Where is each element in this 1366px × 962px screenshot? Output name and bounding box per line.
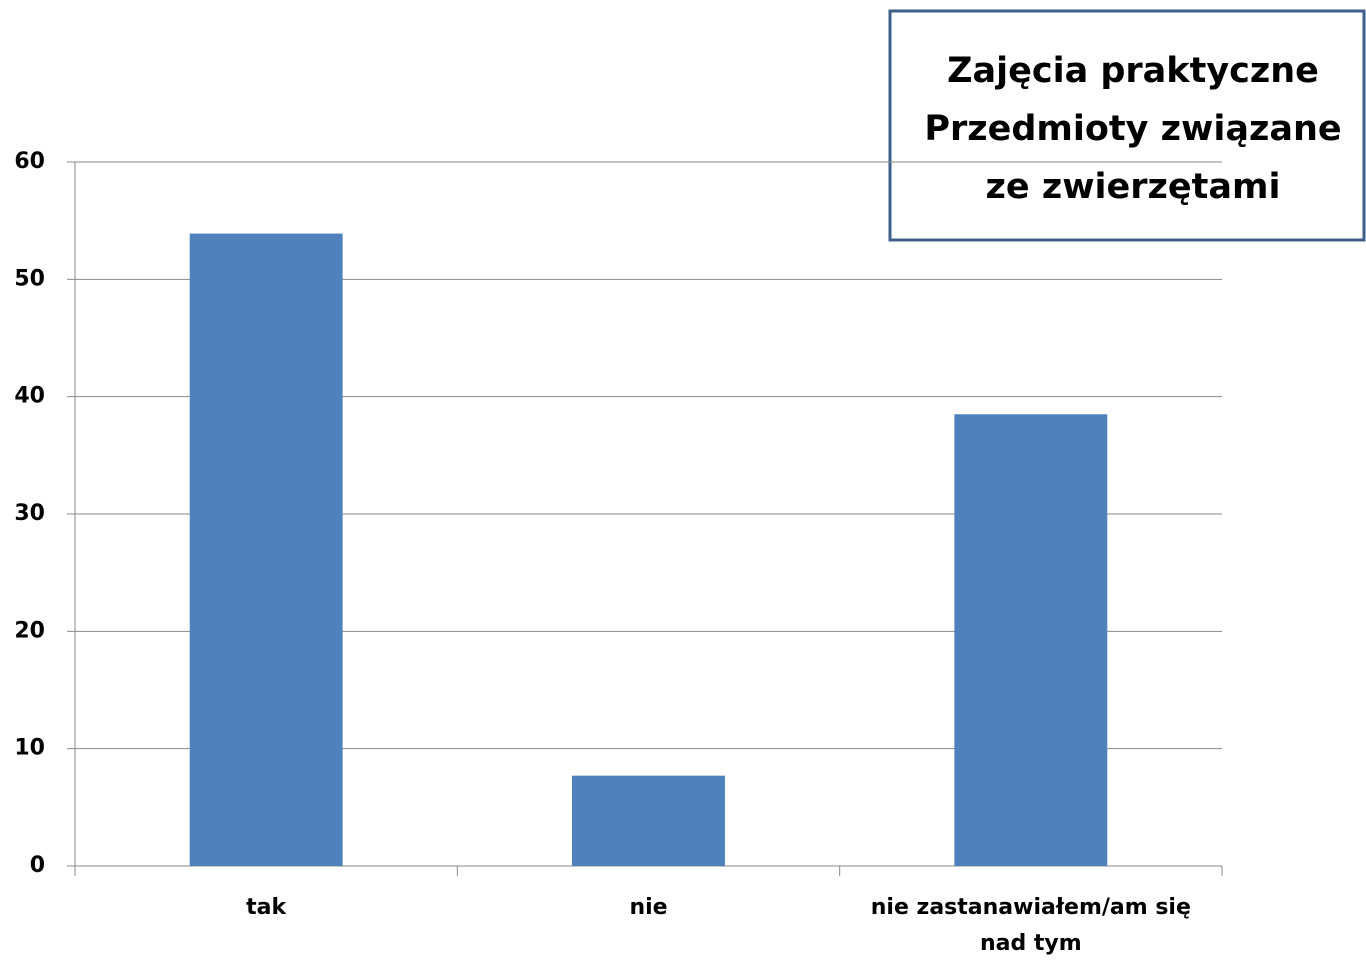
y-tick-label: 20 [14, 618, 45, 643]
y-tick-label: 0 [30, 853, 45, 878]
y-tick-label: 40 [14, 384, 45, 409]
y-tick-label: 60 [14, 149, 45, 174]
chart-title: ze zwierzętami [986, 167, 1281, 207]
y-tick-label: 10 [14, 736, 45, 761]
chart-title: Zajęcia praktyczne [947, 51, 1319, 91]
bar [572, 775, 725, 866]
bar [189, 233, 343, 866]
x-tick-label: nie [629, 895, 667, 920]
y-tick-label: 30 [14, 501, 45, 526]
chart-title: Przedmioty związane [924, 109, 1341, 149]
bar [954, 414, 1108, 866]
x-tick-label: tak [246, 895, 287, 920]
title-box [888, 9, 1366, 242]
x-tick-label: nie zastanawiałem/am się nad tym [871, 895, 1191, 956]
y-tick-label: 50 [14, 266, 45, 291]
